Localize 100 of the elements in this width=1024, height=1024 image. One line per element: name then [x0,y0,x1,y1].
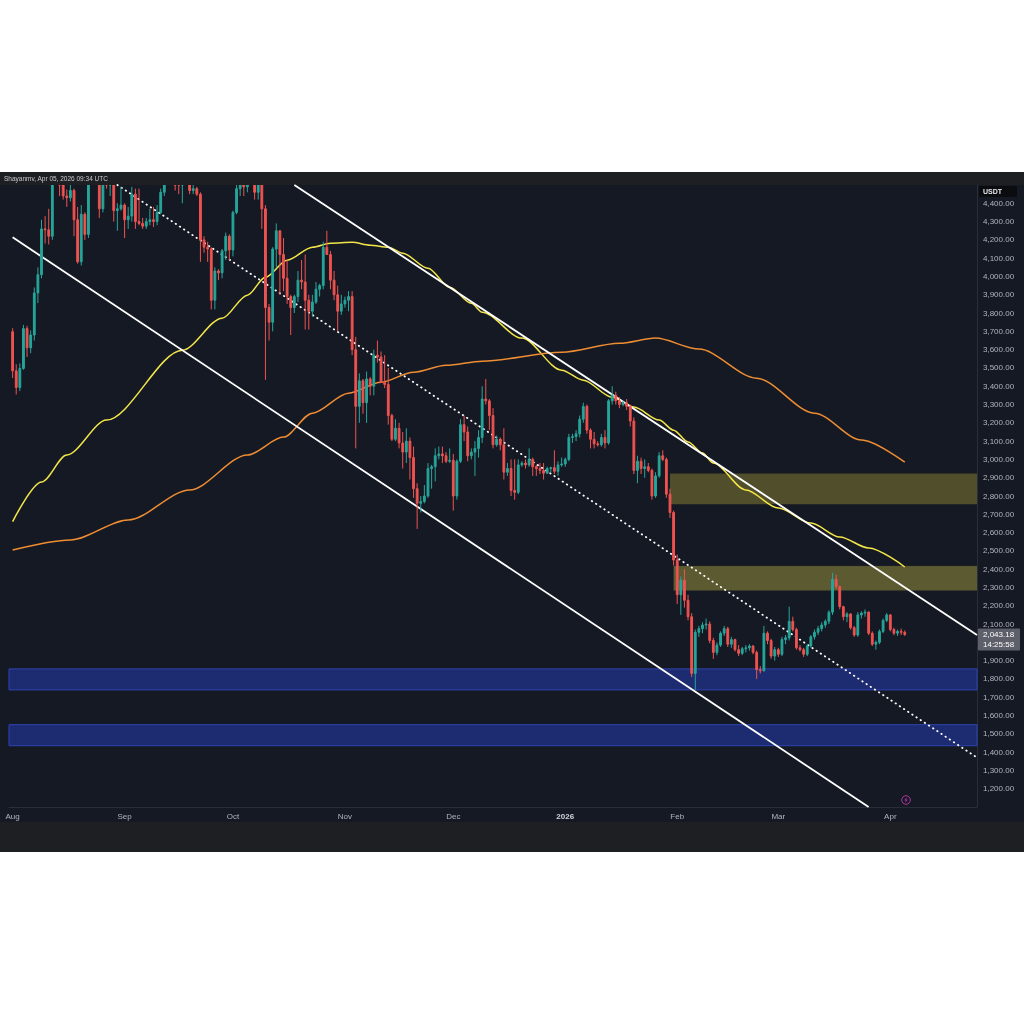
candlestick [896,629,899,637]
candlestick [603,429,607,449]
candlestick [549,466,553,473]
y-tick-label: 2,700.00 [983,509,1015,519]
candlestick [863,608,867,618]
candlestick [303,254,307,331]
y-tick-label: 2,400.00 [983,564,1015,574]
candlestick [339,294,343,316]
candlestick [441,446,444,464]
x-tick-label: Feb [670,811,685,821]
candlestick [744,644,748,653]
y-tick-label: 3,700.00 [983,326,1015,336]
candlestick [83,211,87,241]
y-tick-label: 1,200.00 [983,784,1015,794]
candlestick [372,349,376,396]
y-tick-label: 2,300.00 [983,582,1015,592]
candlestick [256,185,260,201]
candlestick [618,396,621,409]
candlestick [97,185,101,219]
candlestick [816,625,820,636]
y-tick-label: 1,800.00 [983,674,1015,684]
candlestick [729,636,733,649]
candlestick [245,185,249,193]
candlestick [152,206,155,228]
y-tick-label: 4,000.00 [983,271,1015,281]
y-tick-label: 2,200.00 [983,601,1015,611]
y-tick-label: 1,300.00 [983,765,1015,775]
candlestick [776,647,780,658]
candlestick [524,458,527,470]
y-tick-label: 4,100.00 [983,253,1015,263]
candlestick [365,371,368,424]
x-tick-label: 2026 [556,811,575,821]
candlestick [740,646,744,656]
candlestick [726,626,730,648]
candlestick [614,391,618,406]
candlestick [787,606,791,642]
y-tick-label: 2,800.00 [983,491,1015,501]
line-series [11,241,906,568]
candlestick [65,189,69,208]
candlestick [636,455,639,484]
candlestick [845,611,849,623]
candlestick [903,629,907,637]
candlestick [47,208,51,245]
candlestick [556,460,560,477]
candlestick [856,611,860,638]
candlestick [527,447,531,468]
y-tick-label: 3,800.00 [983,308,1015,318]
candlestick [599,433,603,448]
candlestick [762,625,766,673]
candlestick [394,418,397,442]
candlestick [545,466,549,475]
y-tick-label: 1,700.00 [983,692,1015,702]
candlestick [209,246,213,310]
candlestick [191,185,195,195]
y-tick-label: 3,300.00 [983,400,1015,410]
candlestick [101,185,105,213]
candlestick [448,447,452,464]
y-tick-label: 3,400.00 [983,381,1015,391]
candlestick [79,204,83,266]
candlestick [25,325,29,358]
candlestick [531,457,535,477]
x-tick-label: Aug [5,811,20,821]
x-tick-label: Mar [771,811,786,821]
candlestick [173,185,177,191]
candlestick [733,638,737,652]
candlestick [704,618,708,631]
candlestick [87,185,90,239]
candlestick [802,647,806,658]
y-tick-label: 1,600.00 [983,711,1015,721]
x-tick-label: Oct [226,811,240,821]
candlestick [506,462,509,477]
candlestick [213,266,217,310]
text: 2,043.18 [983,629,1015,639]
candlestick [199,191,202,263]
candlestick [509,458,513,497]
candlestick [69,185,72,202]
y-tick-label: 3,200.00 [983,418,1015,428]
candlestick [888,613,892,632]
y-tick-label: 2,100.00 [983,619,1015,629]
y-tick-label: 1,500.00 [983,729,1015,739]
candlestick [357,372,361,424]
candlestick [780,636,784,657]
candlestick [621,400,625,407]
candlestick [639,457,643,475]
y-tick-label: 3,100.00 [983,436,1015,446]
y-tick-label: 4,400.00 [983,198,1015,208]
candlestick [773,646,777,662]
y-tick-label: 3,900.00 [983,290,1015,300]
candlestick [347,290,350,312]
candlestick [404,427,408,464]
candlestick [361,378,365,415]
candlestick [137,188,141,226]
x-tick-label: Sep [117,811,133,821]
y-tick-label: 3,500.00 [983,363,1015,373]
y-tick-label: 1,400.00 [983,747,1015,757]
candlestick [278,230,282,296]
candlestick [368,376,372,396]
candlestick [451,453,455,512]
candlestick [426,462,430,499]
candlestick [217,268,220,281]
